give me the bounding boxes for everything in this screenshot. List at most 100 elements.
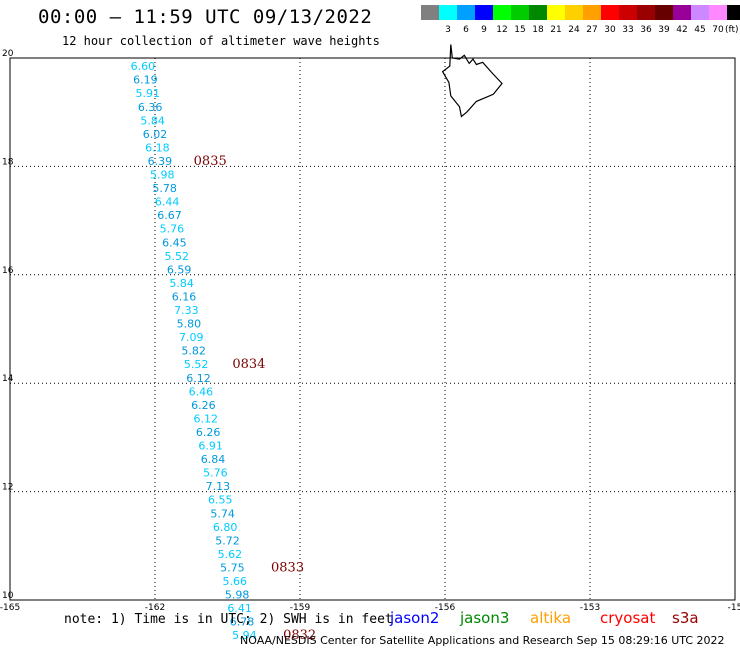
scale-swatch — [529, 5, 547, 20]
lon-tick-label: -162 — [145, 603, 165, 613]
wave-height-label: 5.98 — [150, 169, 175, 182]
scale-label: 24 — [568, 25, 580, 35]
scale-label: 45 — [694, 25, 706, 35]
lat-tick-label: 12 — [2, 483, 13, 493]
time-label: 0832 — [283, 628, 316, 643]
wave-height-label: 5.62 — [218, 548, 243, 561]
wave-height-label: 6.19 — [133, 74, 158, 87]
scale-swatch — [511, 5, 529, 20]
scale-label: 30 — [604, 25, 616, 35]
scale-label: 70 — [712, 25, 724, 35]
map-subtitle: 12 hour collection of altimeter wave hei… — [62, 34, 380, 48]
wave-height-label: 6.84 — [201, 453, 226, 466]
map-frame — [9, 57, 736, 601]
scale-unit: (ft) — [725, 25, 739, 35]
wave-height-label: 7.13 — [206, 480, 231, 493]
scale-label: 33 — [622, 25, 634, 35]
time-label: 0833 — [271, 560, 304, 575]
wave-height-label: 6.36 — [138, 101, 163, 114]
lon-tick-label: -153 — [580, 603, 600, 613]
scale-label: 21 — [550, 25, 562, 35]
scale-label: 18 — [532, 25, 544, 35]
wave-height-label: 6.02 — [143, 128, 168, 141]
satellite-jason3: jason3 — [460, 609, 510, 627]
scale-label: 36 — [640, 25, 652, 35]
scale-label: 42 — [676, 25, 688, 35]
wave-height-label: 6.26 — [191, 399, 216, 412]
wave-height-label: 5.74 — [210, 507, 235, 520]
time-label: 0835 — [194, 154, 227, 169]
wave-height-label: 7.09 — [179, 331, 204, 344]
scale-swatch — [475, 5, 493, 20]
wave-height-label: 6.39 — [148, 155, 173, 168]
wave-height-label: 6.46 — [189, 385, 214, 398]
wave-height-label: 5.82 — [181, 345, 206, 358]
scale-swatch — [655, 5, 673, 20]
lon-tick-label: -15 — [728, 603, 740, 613]
wave-height-label: 6.60 — [131, 60, 156, 73]
wave-height-label: 5.52 — [165, 250, 190, 263]
wave-height-label: 6.80 — [213, 521, 238, 534]
wave-height-label: 6.16 — [172, 290, 197, 303]
wave-height-label: 6.26 — [196, 426, 221, 439]
scale-swatch — [457, 5, 475, 20]
wave-height-label: 5.91 — [136, 87, 161, 100]
wave-height-label: 6.67 — [157, 209, 182, 222]
wave-height-label: 5.84 — [140, 114, 165, 127]
wave-height-label: 5.52 — [184, 358, 209, 371]
wave-height-label: 6.44 — [155, 196, 180, 209]
lon-tick-label: -156 — [435, 603, 456, 613]
scale-swatch — [439, 5, 457, 20]
lat-tick-label: 20 — [2, 49, 14, 59]
footer-note: note: 1) Time is in UTC; 2) SWH is in fe… — [64, 612, 393, 627]
wave-height-label: 6.41 — [227, 602, 252, 615]
scale-swatch — [727, 5, 740, 20]
wave-height-label: 6.55 — [208, 494, 233, 507]
satellite-cryosat: cryosat — [600, 609, 656, 627]
scale-swatch — [673, 5, 691, 20]
lat-tick-label: 18 — [2, 157, 14, 167]
satellite-altika: altika — [530, 609, 572, 627]
wave-height-label: 6.91 — [198, 440, 223, 453]
scale-label: 9 — [481, 25, 487, 35]
wave-height-label: 5.98 — [225, 589, 250, 602]
scale-swatch — [421, 5, 439, 20]
wave-height-label: 5.80 — [177, 318, 202, 331]
wave-height-label: 6.59 — [167, 263, 192, 276]
scale-label: 27 — [586, 25, 598, 35]
scale-swatch — [691, 5, 709, 20]
scale-swatch — [601, 5, 619, 20]
wave-height-label: 5.76 — [203, 467, 228, 480]
scale-swatch — [709, 5, 727, 20]
wave-height-label: 5.66 — [223, 575, 248, 588]
credit-line: NOAA/NESDIS Center for Satellite Applica… — [240, 634, 725, 647]
scale-label: 3 — [445, 25, 451, 35]
lat-tick-label: 14 — [2, 374, 14, 384]
lat-tick-label: 10 — [2, 591, 14, 601]
lon-tick-label: -165 — [0, 603, 20, 613]
wave-height-label: 5.78 — [152, 182, 177, 195]
scale-label: 6 — [463, 25, 469, 35]
wave-height-label: 6.78 — [230, 616, 255, 629]
scale-swatch — [565, 5, 583, 20]
satellite-s3a: s3a — [672, 609, 699, 627]
wave-height-label: 7.33 — [174, 304, 199, 317]
scale-swatch — [547, 5, 565, 20]
island-coastline — [441, 44, 503, 118]
wave-height-label: 6.18 — [145, 141, 170, 154]
scale-swatch — [493, 5, 511, 20]
wave-height-label: 5.94 — [232, 629, 257, 642]
map-title: 00:00 – 11:59 UTC 09/13/2022 — [38, 6, 373, 28]
wave-height-label: 5.72 — [215, 534, 240, 547]
scale-label: 39 — [658, 25, 670, 35]
wave-height-label: 6.45 — [162, 236, 187, 249]
lon-tick-label: -159 — [290, 603, 311, 613]
scale-label: 15 — [514, 25, 526, 35]
wave-height-label: 6.12 — [194, 412, 219, 425]
wave-height-label: 6.12 — [186, 372, 211, 385]
scale-swatch — [637, 5, 655, 20]
lat-tick-label: 16 — [2, 266, 14, 276]
scale-swatch — [619, 5, 637, 20]
wave-height-label: 5.75 — [220, 561, 245, 574]
